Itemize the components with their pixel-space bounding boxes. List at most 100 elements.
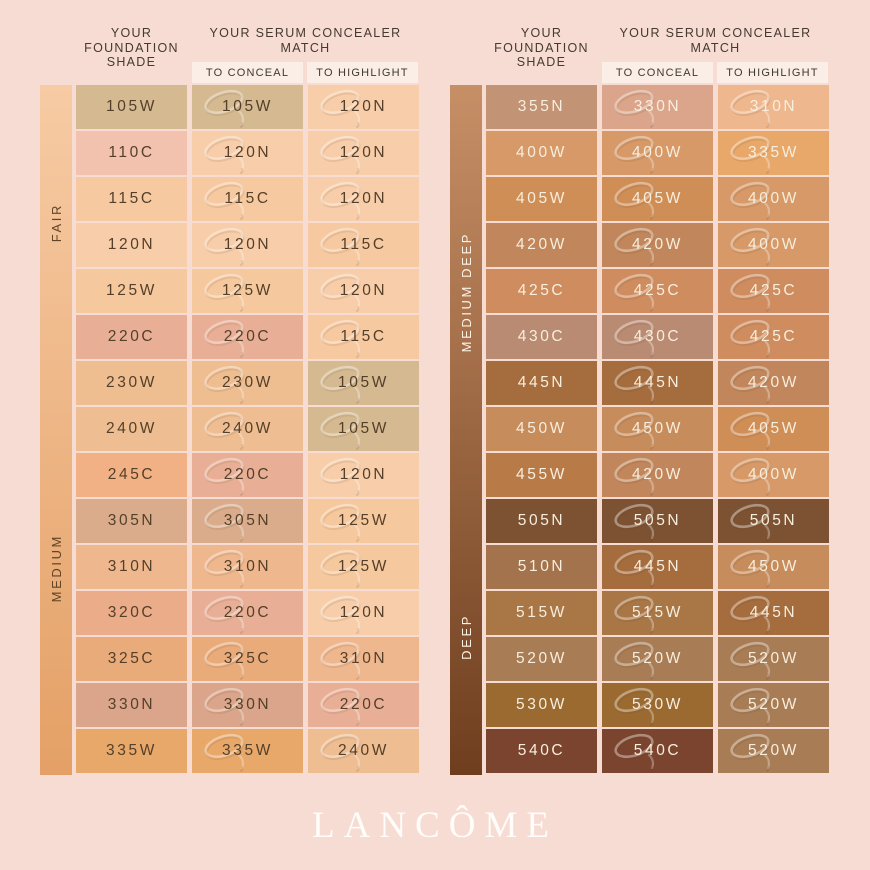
shade-code: 230W (106, 374, 157, 391)
shade-code: 330N (633, 98, 682, 115)
shade-code: 125W (222, 282, 273, 299)
highlight-swatch: 420W (718, 361, 829, 405)
conceal-swatch: 425C (602, 269, 713, 313)
conceal-swatch: 310N (192, 545, 303, 589)
shade-row: 110C 120N 120N (76, 131, 419, 175)
conceal-swatch: 445N (602, 545, 713, 589)
conceal-swatch: 405W (602, 177, 713, 221)
foundation-swatch: 420W (486, 223, 597, 267)
conceal-swatch: 505N (602, 499, 713, 543)
shade-code: 425C (749, 282, 798, 299)
conceal-swatch: 450W (602, 407, 713, 451)
panel-body: MEDIUM DEEP DEEP 355N 330N 310N 400W 400W 335W… (450, 85, 829, 775)
shade-row: 245C 220C 120N (76, 453, 419, 497)
foundation-swatch: 305N (76, 499, 187, 543)
shade-code: 120N (223, 144, 272, 161)
shade-code: 400W (748, 236, 799, 253)
shade-code: 425C (749, 328, 798, 345)
shade-code: 530W (516, 696, 567, 713)
shade-range-label: DEEP (458, 614, 474, 660)
shade-code: 335W (106, 742, 157, 759)
conceal-swatch: 220C (192, 315, 303, 359)
shade-row: 455W 420W 400W (486, 453, 829, 497)
foundation-swatch: 230W (76, 361, 187, 405)
shade-row: 425C 425C 425C (486, 269, 829, 313)
shade-code: 405W (516, 190, 567, 207)
shade-code: 325C (107, 650, 156, 667)
foundation-swatch: 120N (76, 223, 187, 267)
conceal-swatch: 330N (602, 85, 713, 129)
panel-body: FAIR MEDIUM 105W 105W 120N 110C 120N 120N 115C 1… (40, 85, 419, 775)
shade-row: 105W 105W 120N (76, 85, 419, 129)
shade-code: 520W (748, 696, 799, 713)
shade-code: 120N (339, 144, 388, 161)
highlight-swatch: 115C (308, 315, 419, 359)
shade-code: 520W (748, 650, 799, 667)
highlight-swatch: 400W (718, 177, 829, 221)
shade-code: 310N (223, 558, 272, 575)
shade-code: 320C (107, 604, 156, 621)
shade-code: 520W (748, 742, 799, 759)
shade-code: 230W (222, 374, 273, 391)
shade-code: 445N (517, 374, 566, 391)
highlight-swatch: 120N (308, 85, 419, 129)
shade-code: 425C (633, 282, 682, 299)
shade-code: 400W (516, 144, 567, 161)
conceal-swatch: 105W (192, 85, 303, 129)
shade-code: 330N (223, 696, 272, 713)
conceal-swatch: 420W (602, 223, 713, 267)
shade-range-section: FAIR (40, 85, 72, 361)
foundation-swatch: 335W (76, 729, 187, 773)
shade-code: 520W (632, 650, 683, 667)
shade-range-sidebar: FAIR MEDIUM (40, 85, 72, 775)
highlight-swatch: 450W (718, 545, 829, 589)
foundation-swatch: 115C (76, 177, 187, 221)
foundation-swatch: 540C (486, 729, 597, 773)
shade-rows: 105W 105W 120N 110C 120N 120N 115C 115C 120N 120N… (76, 85, 419, 773)
shade-code: 540C (517, 742, 566, 759)
shade-row: 510N 445N 450W (486, 545, 829, 589)
conceal-swatch: 230W (192, 361, 303, 405)
foundation-swatch: 450W (486, 407, 597, 451)
highlight-swatch: 445N (718, 591, 829, 635)
concealer-match-header: YOUR SERUM CONCEALER MATCH (209, 26, 402, 55)
shade-range-section: DEEP (450, 499, 482, 775)
highlight-swatch: 520W (718, 637, 829, 681)
shade-code: 400W (748, 466, 799, 483)
conceal-swatch: 115C (192, 177, 303, 221)
shade-row: 120N 120N 115C (76, 223, 419, 267)
conceal-swatch: 305N (192, 499, 303, 543)
shade-row: 125W 125W 120N (76, 269, 419, 313)
foundation-column-header: YOUR FOUNDATION SHADE (84, 26, 179, 69)
highlight-swatch: 425C (718, 269, 829, 313)
highlight-swatch: 400W (718, 453, 829, 497)
shade-code: 420W (632, 466, 683, 483)
panel-header: YOUR FOUNDATION SHADE YOUR SERUM CONCEAL… (40, 20, 419, 85)
shade-code: 105W (338, 420, 389, 437)
conceal-swatch: 240W (192, 407, 303, 451)
highlight-swatch: 120N (308, 453, 419, 497)
conceal-swatch: 330N (192, 683, 303, 727)
shade-code: 445N (749, 604, 798, 621)
shade-range-section: MEDIUM (40, 361, 72, 775)
shade-code: 305N (223, 512, 272, 529)
shade-code: 325C (223, 650, 272, 667)
highlight-swatch: 240W (308, 729, 419, 773)
foundation-swatch: 400W (486, 131, 597, 175)
shade-rows: 355N 330N 310N 400W 400W 335W 405W 405W 400W 420W… (486, 85, 829, 773)
foundation-swatch: 355N (486, 85, 597, 129)
highlight-swatch: 425C (718, 315, 829, 359)
shade-code: 330N (107, 696, 156, 713)
shade-code: 115C (224, 190, 271, 207)
shade-row: 310N 310N 125W (76, 545, 419, 589)
conceal-swatch: 120N (192, 131, 303, 175)
highlight-swatch: 105W (308, 361, 419, 405)
shade-code: 515W (516, 604, 567, 621)
highlight-swatch: 125W (308, 545, 419, 589)
to-highlight-header: TO HIGHLIGHT (717, 62, 828, 83)
conceal-swatch: 220C (192, 591, 303, 635)
highlight-swatch: 505N (718, 499, 829, 543)
shade-code: 220C (223, 328, 272, 345)
shade-code: 105W (106, 98, 157, 115)
highlight-swatch: 120N (308, 269, 419, 313)
